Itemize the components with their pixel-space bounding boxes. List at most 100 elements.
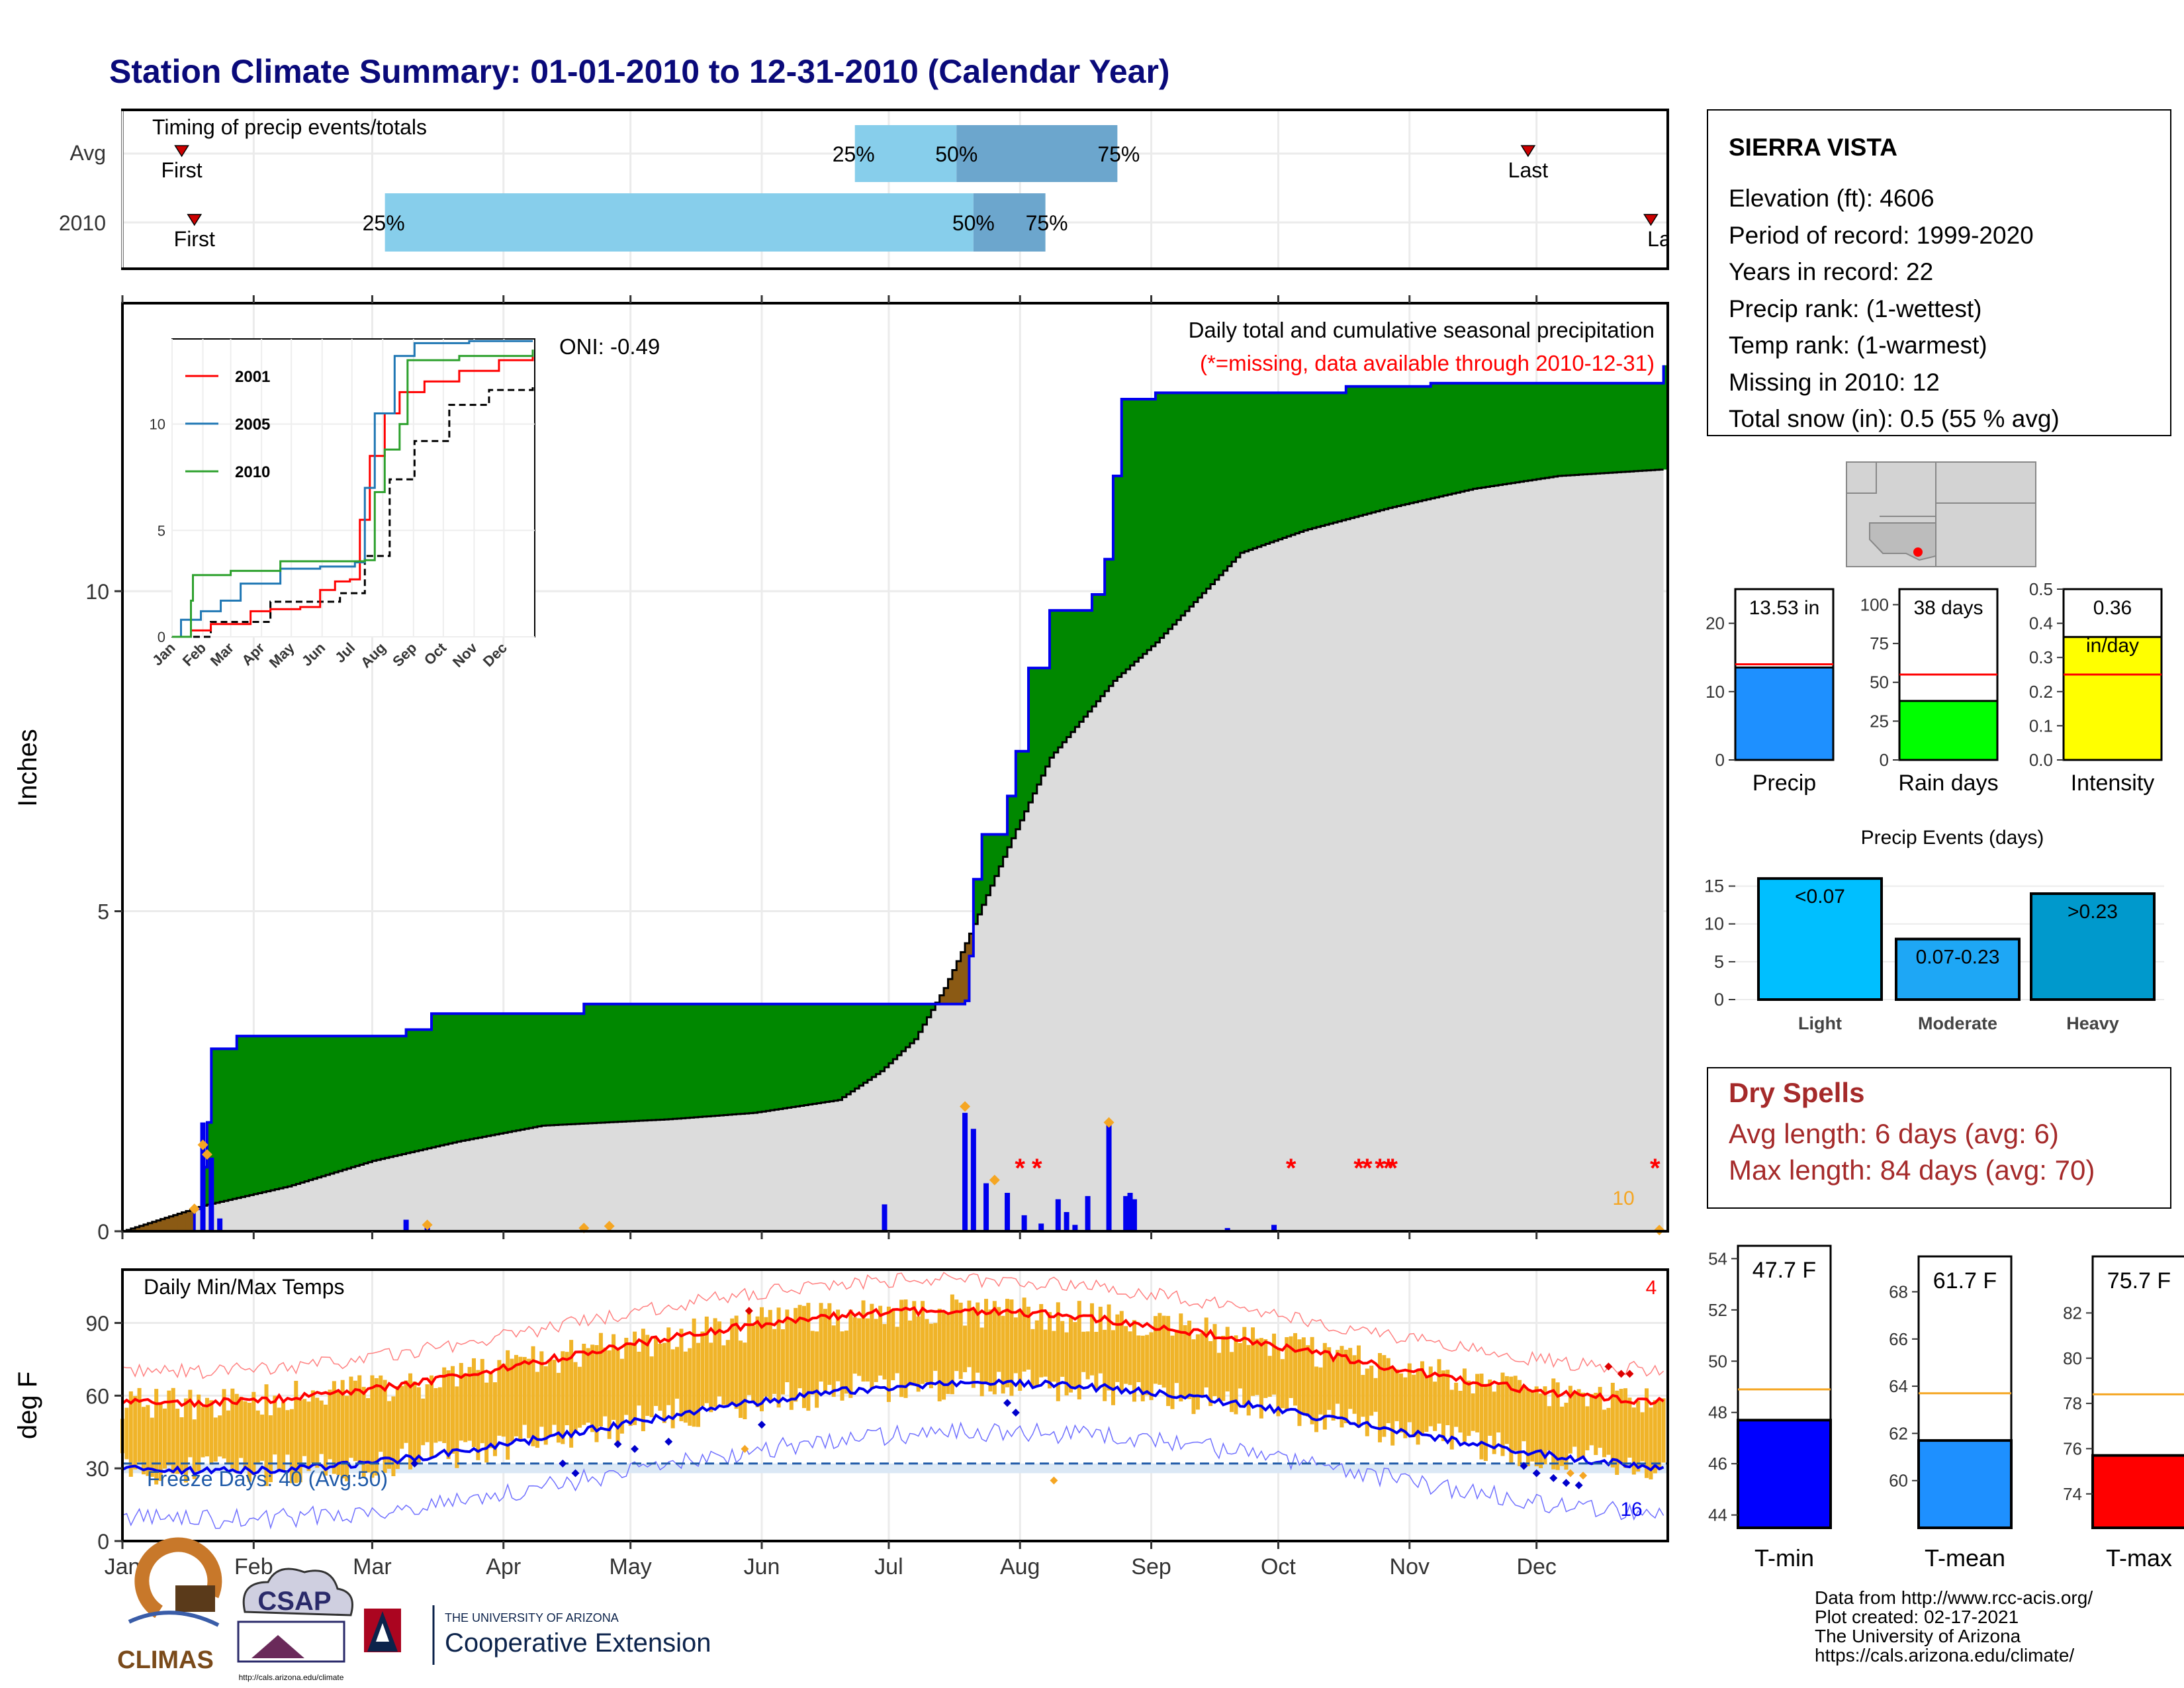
daily-temp-bar <box>1124 1326 1128 1384</box>
daily-temp-bar <box>1555 1382 1560 1470</box>
timing-bar-25-50 <box>854 125 957 182</box>
ua-big-text: Cooperative Extension <box>445 1628 711 1658</box>
daily-temp-bar <box>234 1393 239 1474</box>
surplus-fill <box>1218 393 1224 575</box>
daily-temp-bar <box>1255 1338 1259 1395</box>
daily-temp-bar <box>1403 1377 1408 1438</box>
summary-bar <box>2062 635 2163 761</box>
surplus-fill <box>1299 393 1304 532</box>
first-marker <box>187 214 203 226</box>
surplus-fill <box>639 1004 644 1121</box>
daily-temp-bar <box>1551 1378 1556 1470</box>
daily-temp-bar <box>717 1321 722 1397</box>
events-category-label: Heavy <box>2066 1013 2119 1033</box>
daily-temp-bar <box>1492 1391 1496 1454</box>
daily-precip-bar <box>1127 1192 1133 1231</box>
daily-temp-bar <box>764 1317 768 1397</box>
daily-temp-bar <box>937 1308 942 1401</box>
missing-marker: * <box>1375 1154 1385 1183</box>
surplus-fill <box>753 1004 758 1113</box>
deficit-fill <box>948 979 953 1004</box>
daily-temp-bar <box>1306 1345 1310 1417</box>
precip-event-marker <box>201 1149 212 1160</box>
surplus-fill <box>1375 386 1381 512</box>
cumulative-2010-line <box>122 365 1665 1233</box>
surplus-fill <box>1329 393 1334 524</box>
daily-temp-bar <box>561 1351 565 1444</box>
daily-temp-bar <box>979 1327 984 1397</box>
record-low-marker <box>571 1469 580 1477</box>
daily-temp-bar <box>404 1380 408 1443</box>
timing-p50-label: 50% <box>935 142 978 166</box>
daily-temp-bar <box>942 1311 946 1400</box>
surplus-fill <box>727 1004 733 1115</box>
summary-bar-tick-label: 0 <box>1715 750 1725 770</box>
location-map <box>1846 461 2036 567</box>
surplus-fill <box>1100 594 1105 696</box>
temp-bar-tick-label: 64 <box>1889 1376 1908 1396</box>
station-location-dot <box>1913 547 1923 557</box>
daily-temp-bar <box>213 1417 218 1462</box>
temp-ytick-label: 0 <box>97 1530 109 1554</box>
daily-temp-bar <box>1657 1399 1662 1470</box>
surplus-fill <box>529 1013 534 1129</box>
daily-temp-bar <box>637 1351 641 1406</box>
daily-temp-bar <box>1398 1373 1403 1433</box>
surplus-fill <box>723 1004 729 1115</box>
daily-temp-bar <box>976 1302 980 1373</box>
daily-temp-bar <box>412 1381 417 1462</box>
surplus-fill <box>554 1013 559 1125</box>
daily-temp-bar <box>1373 1378 1378 1412</box>
daily-temp-bar <box>649 1356 654 1417</box>
dry-spells-max: Max length: 84 days (avg: 70) <box>1729 1154 2095 1186</box>
surplus-fill <box>1515 383 1520 483</box>
daily-precip-bar <box>970 1129 976 1231</box>
surplus-fill <box>1502 383 1508 485</box>
daily-temp-bar <box>874 1319 878 1382</box>
daily-temp-bar <box>747 1310 751 1395</box>
daily-temp-bar <box>1140 1335 1145 1401</box>
daily-temp-bar <box>383 1380 387 1474</box>
daily-temp-bar <box>997 1307 1001 1372</box>
surplus-fill <box>1350 386 1355 518</box>
daily-temp-bar <box>480 1358 484 1444</box>
daily-temp-bar <box>353 1380 357 1462</box>
daily-temp-bar <box>679 1329 684 1421</box>
surplus-fill <box>745 1004 750 1114</box>
surplus-fill <box>1015 751 1021 829</box>
surplus-fill <box>1511 383 1516 483</box>
record-low-marker <box>559 1459 567 1468</box>
surplus-fill <box>1054 610 1059 753</box>
surplus-fill <box>1549 383 1554 477</box>
surplus-fill <box>791 1004 796 1107</box>
temp-bar-tick-label: 74 <box>2063 1484 2082 1504</box>
surplus-fill <box>1236 393 1241 557</box>
daily-temp-bar <box>1560 1406 1565 1466</box>
surplus-fill <box>884 1004 889 1068</box>
surplus-fill <box>1240 393 1245 553</box>
daily-temp-bar <box>1242 1327 1247 1405</box>
surplus-fill <box>1269 393 1275 543</box>
surplus-fill <box>981 834 987 905</box>
daily-temp-bar <box>916 1316 921 1392</box>
daily-temp-bar <box>848 1309 853 1398</box>
surplus-fill <box>520 1013 525 1130</box>
daily-temp-bar <box>670 1349 675 1429</box>
surplus-fill <box>1574 383 1580 475</box>
surplus-fill <box>537 1013 542 1127</box>
daily-temp-bar <box>654 1338 659 1406</box>
surplus-fill <box>1473 383 1478 489</box>
daily-temp-bar <box>819 1303 823 1382</box>
surplus-fill <box>656 1004 661 1120</box>
surplus-fill <box>579 1013 584 1124</box>
events-category-label: Moderate <box>1918 1013 1997 1033</box>
daily-temp-bar <box>823 1309 827 1393</box>
record-low-marker <box>1520 1462 1528 1470</box>
timing-bars <box>385 125 1118 252</box>
surplus-fill <box>236 1036 242 1198</box>
precip-events-title: Precip Events (days) <box>1861 827 2044 849</box>
month-label: Apr <box>486 1554 521 1579</box>
surplus-fill <box>296 1036 301 1184</box>
daily-temp-bar <box>510 1358 514 1442</box>
